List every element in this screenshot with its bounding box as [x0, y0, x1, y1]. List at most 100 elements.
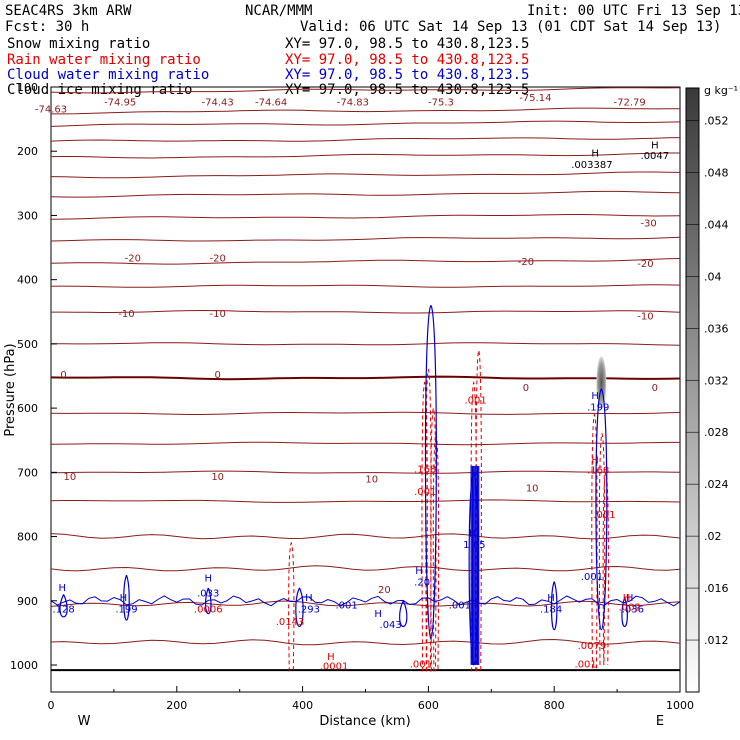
cloud-contour: [399, 600, 408, 628]
cloud-water-label: .184: [540, 604, 562, 615]
colorbar-tick-label: .02: [704, 530, 722, 543]
temperature-label: 10: [526, 484, 539, 495]
snow-label: .0047: [641, 151, 670, 162]
isotherm-line: [50, 342, 681, 346]
colorbar-tick-label: .052: [704, 114, 729, 127]
isotherm-line: [50, 411, 681, 415]
cloud-water-label: H: [469, 529, 477, 540]
x-tick-label: 200: [166, 699, 187, 712]
rain-water-label: .001: [464, 396, 486, 407]
rain-water-label: .0006: [194, 604, 223, 615]
field-cloud-name: Cloud water mixing ratio: [7, 67, 209, 83]
isotherm-line: [51, 309, 681, 314]
low-cloud-contour: [50, 595, 681, 607]
temperature-label: -75.14: [519, 93, 551, 104]
y-tick-label: 800: [17, 531, 38, 544]
x-tick-label: 800: [544, 699, 565, 712]
cloud-water-label: .001: [335, 600, 357, 611]
temperature-label: -74.95: [104, 98, 136, 109]
x-axis-title: Distance (km): [319, 714, 410, 729]
x-tick-label: 1000: [666, 699, 694, 712]
cloud-water-label: 1.05: [463, 540, 485, 551]
temperature-label: -74.83: [337, 98, 369, 109]
cloud-contour: [595, 388, 608, 631]
snow-label: H: [591, 148, 599, 159]
forecast-hour: Fcst: 30 h: [5, 19, 89, 35]
y-tick-label: 900: [17, 595, 38, 608]
isotherm-line: [50, 87, 681, 94]
colorbar-tick-label: .016: [704, 582, 729, 595]
temperature-label: -20: [637, 259, 653, 270]
colorbar-tick-label: .04: [704, 270, 722, 283]
field-rain-name: Rain water mixing ratio: [7, 52, 201, 68]
rain-contour: [421, 381, 428, 672]
colorbar-units: g kg⁻¹: [704, 84, 738, 97]
temperature-label: 0: [60, 370, 66, 381]
y-tick-label: 300: [17, 209, 38, 222]
center-title: NCAR/MMM: [245, 3, 312, 19]
temperature-label: 10: [365, 475, 378, 486]
rain-water-label: .168: [414, 464, 436, 475]
field-snow-xy: XY= 97.0, 98.5 to 430.8,123.5: [285, 36, 529, 52]
colorbar: .012 .016 .02 .024 .028 .032 .036 .04 .044 .048 .0…: [685, 84, 738, 693]
isotherm-line: [50, 171, 681, 179]
isotherm-line: [51, 107, 681, 115]
temperature-label: -10: [118, 309, 134, 320]
colorbar-tick-label: .028: [704, 426, 729, 439]
cloud-water-label: H: [305, 593, 313, 604]
temperature-label: 20: [378, 585, 391, 596]
cloud-water-label: .199: [115, 604, 137, 615]
isotherm-line: [50, 565, 681, 572]
plot-area: -74.63 -74.95 -74.43 -74.64 -74.83 -75.3 -75.1…: [35, 87, 681, 672]
colorbar-tick-label: .024: [704, 478, 729, 491]
isotherm-line: [50, 190, 681, 198]
temperature-label: 10: [64, 472, 77, 483]
cloud-water-label: H: [120, 593, 128, 604]
temperature-label: 10: [211, 472, 224, 483]
temperature-label: 0: [214, 370, 220, 381]
isotherm-line: [50, 600, 681, 607]
cloud-water-label: .001: [581, 572, 603, 583]
cloud-water-label: .128: [52, 604, 74, 615]
colorbar-tick-label: .032: [704, 374, 729, 387]
cloud-contour: [424, 305, 437, 640]
isotherm-line: [50, 470, 681, 474]
rain-water-label: .0143: [276, 617, 305, 628]
y-tick-label: 100: [17, 81, 38, 94]
cloud-water-label: H: [374, 609, 382, 620]
isotherm-line: [50, 258, 681, 265]
colorbar-tick-label: .036: [704, 322, 729, 335]
init-time: Init: 00 UTC Fri 13 Sep 13: [527, 3, 740, 19]
temperature-label: -74.43: [202, 98, 234, 109]
rain-water-label: .001: [410, 660, 432, 671]
axes: 0 200 400 600 800 100010020030040050060070080…: [10, 81, 694, 712]
isotherm-line: [50, 152, 680, 159]
cloud-contour: [621, 597, 628, 628]
temperature-label: -10: [637, 311, 653, 322]
field-snow-name: Snow mixing ratio: [7, 36, 150, 52]
rain-water-label: .0001: [320, 661, 349, 672]
temperature-label: -20: [125, 254, 141, 265]
temperature-label: 0: [652, 383, 658, 394]
colorbar-ticks: .012 .016 .02 .024 .028 .032 .036 .04 .044 .048 .0…: [686, 114, 729, 647]
rain-water-label: H: [623, 593, 631, 604]
rain-contour: [598, 432, 606, 666]
colorbar-tick-label: .012: [704, 634, 729, 647]
isotherm-line: [50, 499, 681, 503]
colorbar-tick-label: .044: [704, 218, 729, 231]
colorbar-scale: [685, 87, 700, 693]
rain-contour: [432, 432, 440, 672]
rain-water-label: .001: [414, 487, 436, 498]
isotherm-line: [50, 441, 680, 446]
isotherm-line: [50, 120, 681, 127]
cloud-water-label: .033: [197, 588, 219, 599]
temperature-label: -75.3: [428, 98, 454, 109]
y-tick-label: 1000: [10, 659, 38, 672]
x-tick-label: 400: [292, 699, 313, 712]
y-tick-label: 700: [17, 466, 38, 479]
temperature-label: -20: [518, 257, 534, 268]
rain-water-label: .002: [619, 602, 641, 613]
temperature-label: -74.63: [35, 105, 67, 116]
isotherm-line: [50, 533, 681, 540]
